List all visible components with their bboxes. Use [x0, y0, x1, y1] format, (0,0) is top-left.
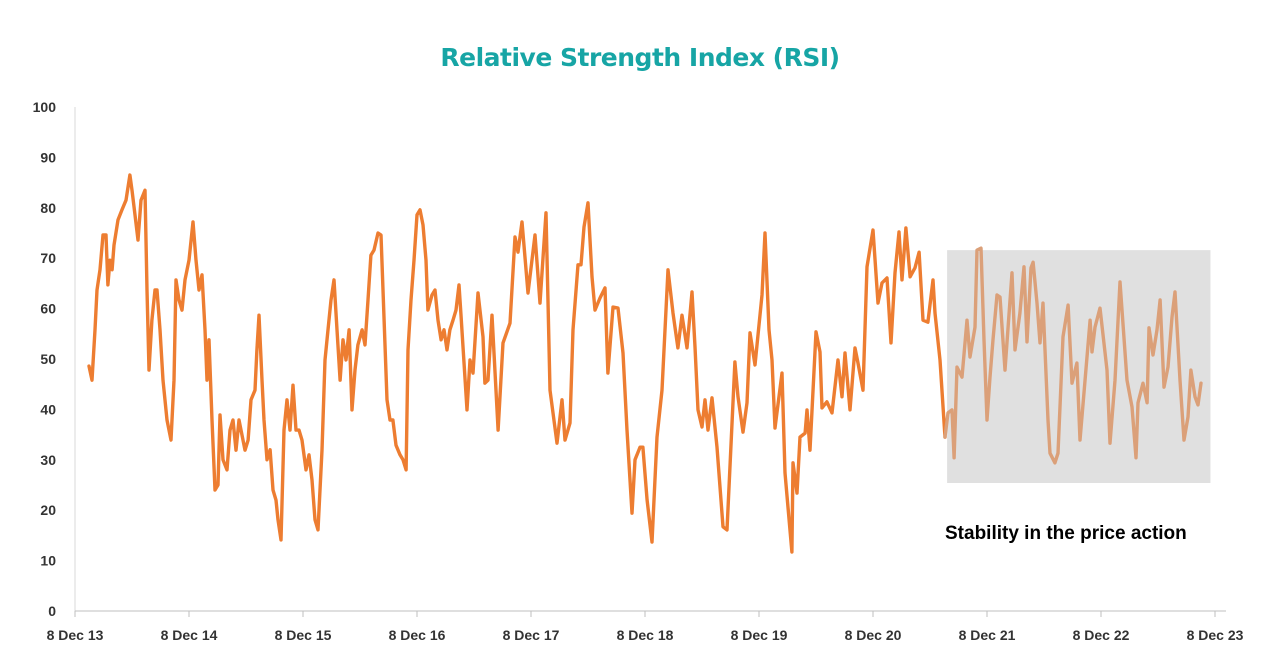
y-tick-label: 40 [40, 401, 56, 417]
y-tick-label: 20 [40, 502, 56, 518]
x-tick-label: 8 Dec 22 [1073, 627, 1130, 643]
y-tick-label: 30 [40, 452, 56, 468]
x-tick-label: 8 Dec 21 [959, 627, 1016, 643]
rsi-line [87, 173, 947, 554]
chart-title: Relative Strength Index (RSI) [440, 43, 839, 72]
y-tick-label: 0 [48, 603, 56, 619]
x-tick-label: 8 Dec 23 [1187, 627, 1244, 643]
y-tick-label: 80 [40, 200, 56, 216]
y-tick-label: 10 [40, 553, 56, 569]
x-tick-label: 8 Dec 19 [731, 627, 788, 643]
x-axis-ticks: 8 Dec 13 8 Dec 14 8 Dec 15 8 Dec 16 8 Dec 17… [47, 611, 1244, 643]
series-lines [87, 173, 1203, 554]
y-axis-ticks: 0 10 20 30 40 50 60 70 80 90 100 [33, 99, 57, 619]
x-tick-label: 8 Dec 18 [617, 627, 674, 643]
y-tick-label: 90 [40, 149, 56, 165]
x-tick-label: 8 Dec 20 [845, 627, 902, 643]
y-tick-label: 50 [40, 351, 56, 367]
x-tick-label: 8 Dec 14 [161, 627, 218, 643]
x-tick-label: 8 Dec 17 [503, 627, 560, 643]
x-tick-label: 8 Dec 13 [47, 627, 104, 643]
y-tick-label: 70 [40, 250, 56, 266]
y-tick-label: 60 [40, 301, 56, 317]
x-tick-label: 8 Dec 16 [389, 627, 446, 643]
annotation-text: Stability in the price action [945, 523, 1187, 544]
rsi-line-highlighted [943, 246, 1203, 465]
x-tick-label: 8 Dec 15 [275, 627, 332, 643]
y-tick-label: 100 [33, 99, 57, 115]
